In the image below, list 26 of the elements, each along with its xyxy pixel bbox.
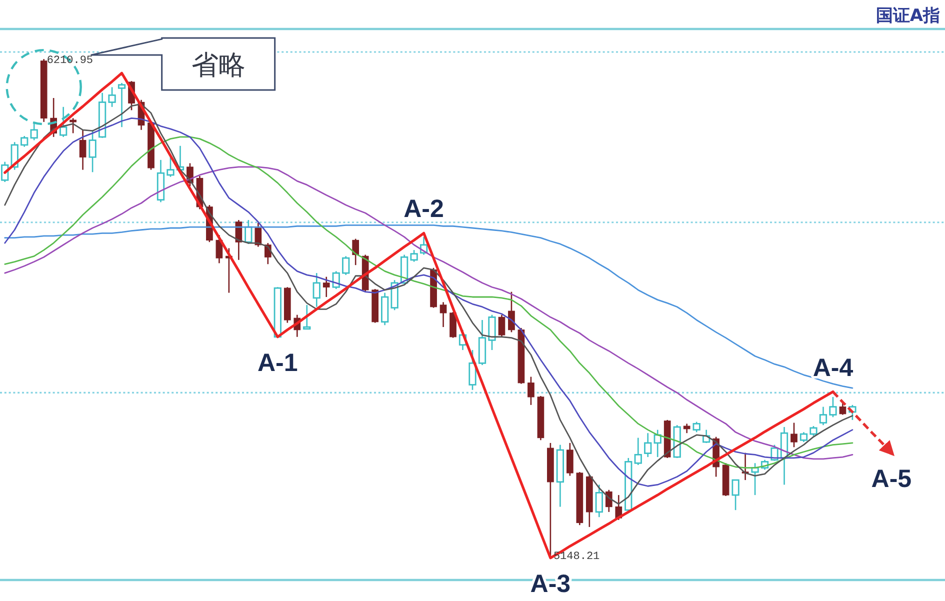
candlestick [683,423,690,434]
annotation: A-1 [258,348,298,377]
candlestick [440,302,447,328]
candlestick [352,238,360,266]
text: 5148.21 [553,550,600,563]
candlestick [566,442,574,476]
annotation: A-5 [871,464,912,493]
candlestick [498,314,506,338]
candlestick [556,444,564,508]
candlestick [450,311,456,338]
candlestick [528,376,534,406]
candlestick [322,276,330,298]
candlestick [839,402,846,416]
candlestick [79,129,86,170]
candlestick [644,432,652,458]
candlestick [70,118,76,134]
candlestick [508,291,515,333]
candlestick [312,272,320,308]
chart-title: 国证A指 [876,6,940,26]
annotation: 省略 [191,50,246,82]
annotation: A-4 [812,354,854,382]
text: 6210.95 [46,55,94,68]
candlestick [254,222,262,248]
candlestick [790,422,798,448]
annotation: A-2 [404,195,444,224]
candlestick [605,489,612,513]
